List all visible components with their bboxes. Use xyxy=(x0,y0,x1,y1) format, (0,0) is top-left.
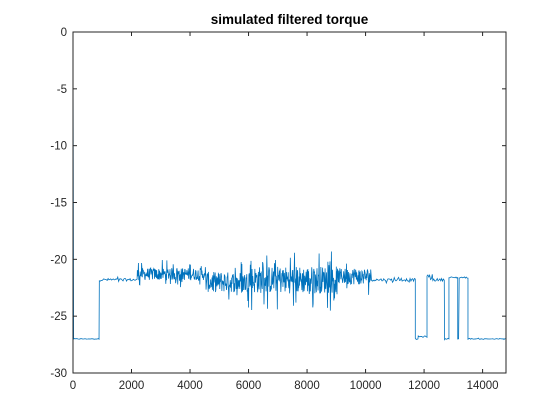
plot-background xyxy=(73,32,506,373)
axes-layer: 0 2000 4000 6000 8000 10000 12000 14000 0 -5 -10 -1… xyxy=(50,27,507,392)
x-tick-label: 14000 xyxy=(467,380,499,392)
y-tick-label: 0 xyxy=(61,27,67,39)
x-tick-label: 2000 xyxy=(119,380,145,392)
data-layer xyxy=(72,31,506,341)
y-tick-label: -5 xyxy=(57,84,67,96)
x-tick-label: 4000 xyxy=(177,380,203,392)
x-tick-label: 8000 xyxy=(294,380,320,392)
y-tick-label: -30 xyxy=(50,368,67,380)
chart-title: simulated filtered torque xyxy=(211,12,369,27)
series-line-0 xyxy=(72,31,506,341)
y-tick-label: -15 xyxy=(50,198,67,210)
x-tick-label: 10000 xyxy=(350,380,382,392)
x-tick-label: 12000 xyxy=(408,380,440,392)
y-tick-label: -25 xyxy=(50,311,67,323)
y-tick-label: -20 xyxy=(50,254,67,266)
y-tick-label: -10 xyxy=(50,141,67,153)
x-tick-label: 6000 xyxy=(236,380,262,392)
x-tick-label: 0 xyxy=(70,380,76,392)
